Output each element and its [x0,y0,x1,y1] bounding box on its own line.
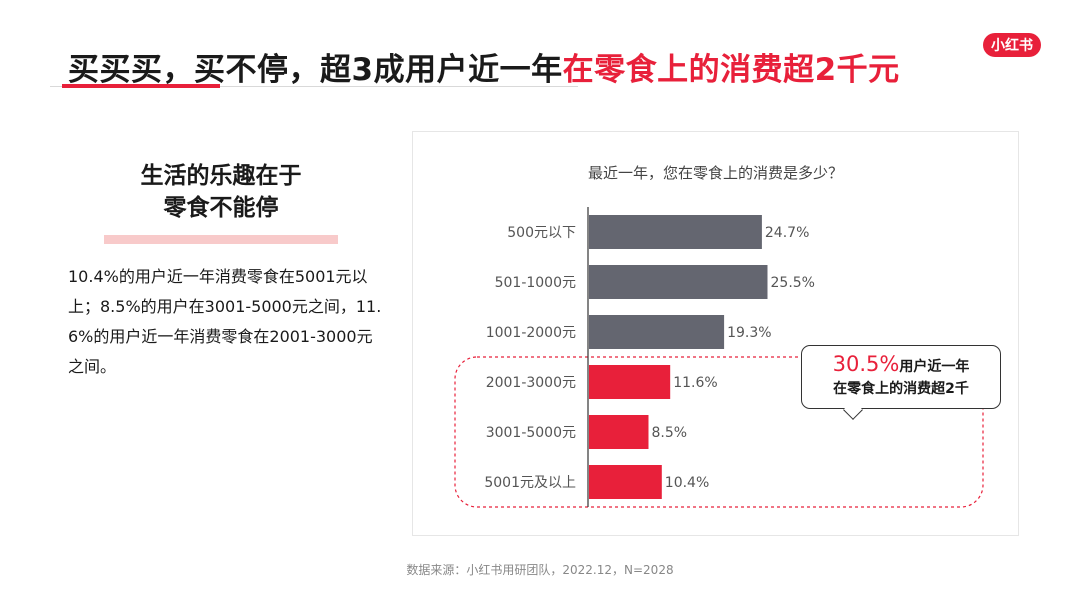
slide-title-plain: 买买买，买不停，超3成用户近一年 [68,52,563,88]
bar-1 [589,215,762,249]
value-label-2: 25.5% [771,275,815,291]
category-label-4: 2001-3000元 [486,375,576,391]
slide-title-accent: 在零食上的消费超2千元 [562,52,900,88]
xiaohongshu-logo: 小红书 [983,33,1041,57]
category-label-6: 5001元及以上 [484,475,576,491]
category-label-5: 3001-5000元 [486,425,576,441]
left-heading-line1: 生活的乐趣在于 [140,163,302,189]
category-label-3: 1001-2000元 [486,325,576,341]
category-label-2: 501-1000元 [495,275,576,291]
chart-title: 最近一年，您在零食上的消费是多少？ [587,164,843,182]
bar-6 [589,465,662,499]
bar-3 [589,315,725,349]
slide-title: 买买买，买不停，超3成用户近一年在零食上的消费超2千元 [68,44,900,89]
category-label-1: 500元以下 [507,225,576,241]
value-label-3: 19.3% [727,325,771,341]
left-heading-line2: 零食不能停 [163,195,279,221]
highlight-group-frame [454,356,984,508]
value-label-6: 10.4% [665,475,709,491]
title-divider [50,86,578,87]
callout-percent: 30.5% [832,352,900,376]
value-label-5: 8.5% [652,425,688,441]
title-divider-accent [62,84,220,88]
value-label-4: 11.6% [673,375,717,391]
left-heading: 生活的乐趣在于 零食不能停 [90,160,352,224]
bar-2 [589,265,768,299]
bar-5 [589,415,649,449]
data-source-note: 数据来源：小红书用研团队，2022.12，N=2028 [406,563,674,577]
bar-4 [589,365,671,399]
left-body-text: 10.4%的用户近一年消费零食在5001元以上；8.5%的用户在3001-500… [68,267,382,376]
callout-text-line2: 在零食上的消费超2千 [833,381,969,397]
callout-text-line1: 用户近一年 [899,359,970,375]
value-label-1: 24.7% [765,225,809,241]
callout-bubble: 30.5%用户近一年 在零食上的消费超2千 [801,345,1001,409]
heading-highlight-bar [104,235,338,244]
